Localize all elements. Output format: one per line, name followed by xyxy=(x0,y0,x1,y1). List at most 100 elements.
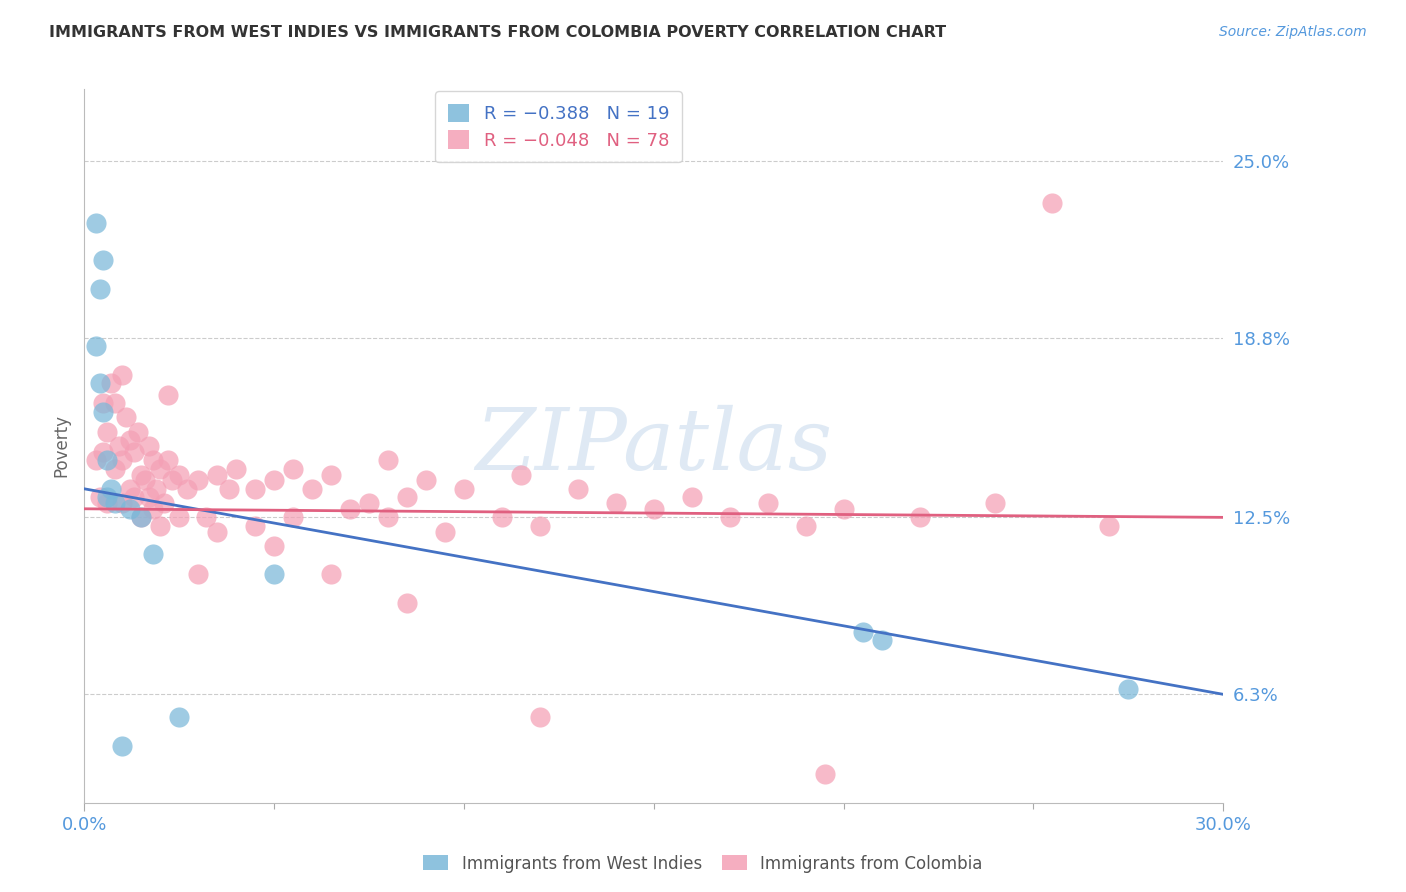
Point xyxy=(149,519,172,533)
Point xyxy=(111,739,134,753)
Point xyxy=(96,491,118,505)
Point xyxy=(187,567,209,582)
Point xyxy=(156,453,179,467)
Point xyxy=(321,467,343,482)
Point xyxy=(301,482,323,496)
Point xyxy=(100,376,122,391)
Point xyxy=(567,482,589,496)
Point xyxy=(529,519,551,533)
Point xyxy=(207,467,229,482)
Point xyxy=(718,510,741,524)
Point xyxy=(115,410,138,425)
Point xyxy=(129,510,153,524)
Point xyxy=(984,496,1007,510)
Y-axis label: Poverty: Poverty xyxy=(52,415,70,477)
Point xyxy=(111,453,134,467)
Point xyxy=(643,501,665,516)
Point xyxy=(145,482,167,496)
Text: ZIPatlas: ZIPatlas xyxy=(475,405,832,487)
Point xyxy=(169,510,191,524)
Point xyxy=(207,524,229,539)
Point xyxy=(814,767,837,781)
Point xyxy=(263,473,285,487)
Point xyxy=(1118,681,1140,696)
Point xyxy=(118,434,141,448)
Point xyxy=(377,453,399,467)
Point xyxy=(104,496,127,510)
Point xyxy=(84,216,107,230)
Point xyxy=(832,501,855,516)
Point xyxy=(377,510,399,524)
Point xyxy=(176,482,198,496)
Point xyxy=(756,496,779,510)
Point xyxy=(359,496,381,510)
Point xyxy=(283,462,305,476)
Point xyxy=(908,510,931,524)
Point xyxy=(245,482,267,496)
Point xyxy=(794,519,817,533)
Point xyxy=(169,710,191,724)
Point xyxy=(142,453,165,467)
Point xyxy=(129,510,153,524)
Point xyxy=(321,567,343,582)
Point xyxy=(142,501,165,516)
Point xyxy=(169,467,191,482)
Text: Source: ZipAtlas.com: Source: ZipAtlas.com xyxy=(1219,25,1367,39)
Point xyxy=(194,510,217,524)
Point xyxy=(96,453,118,467)
Point xyxy=(510,467,533,482)
Point xyxy=(870,633,893,648)
Point xyxy=(89,491,111,505)
Point xyxy=(138,491,160,505)
Point xyxy=(245,519,267,533)
Point xyxy=(160,473,183,487)
Point xyxy=(84,339,107,353)
Point xyxy=(453,482,475,496)
Point xyxy=(122,491,145,505)
Point xyxy=(339,501,361,516)
Point xyxy=(415,473,437,487)
Point xyxy=(153,496,176,510)
Point xyxy=(1042,196,1064,211)
Text: IMMIGRANTS FROM WEST INDIES VS IMMIGRANTS FROM COLOMBIA POVERTY CORRELATION CHAR: IMMIGRANTS FROM WEST INDIES VS IMMIGRANT… xyxy=(49,25,946,40)
Point xyxy=(434,524,457,539)
Point xyxy=(681,491,703,505)
Point xyxy=(89,282,111,296)
Point xyxy=(1098,519,1121,533)
Point xyxy=(89,376,111,391)
Point xyxy=(118,482,141,496)
Legend: R = −0.388   N = 19, R = −0.048   N = 78: R = −0.388 N = 19, R = −0.048 N = 78 xyxy=(434,91,682,162)
Point xyxy=(491,510,513,524)
Point xyxy=(225,462,247,476)
Point xyxy=(187,473,209,487)
Point xyxy=(134,473,156,487)
Point xyxy=(104,462,127,476)
Point xyxy=(96,425,118,439)
Point xyxy=(93,405,115,419)
Point xyxy=(852,624,875,639)
Point xyxy=(529,710,551,724)
Point xyxy=(283,510,305,524)
Point xyxy=(93,444,115,458)
Point xyxy=(111,496,134,510)
Point xyxy=(138,439,160,453)
Point xyxy=(218,482,240,496)
Legend: Immigrants from West Indies, Immigrants from Colombia: Immigrants from West Indies, Immigrants … xyxy=(416,848,990,880)
Point xyxy=(93,253,115,268)
Point xyxy=(93,396,115,410)
Point xyxy=(396,491,419,505)
Point xyxy=(122,444,145,458)
Point xyxy=(605,496,627,510)
Point xyxy=(396,596,419,610)
Point xyxy=(100,482,122,496)
Point xyxy=(118,501,141,516)
Point xyxy=(156,387,179,401)
Point xyxy=(263,567,285,582)
Point xyxy=(142,548,165,562)
Point xyxy=(149,462,172,476)
Point xyxy=(104,396,127,410)
Point xyxy=(127,425,149,439)
Point xyxy=(96,496,118,510)
Point xyxy=(129,467,153,482)
Point xyxy=(111,368,134,382)
